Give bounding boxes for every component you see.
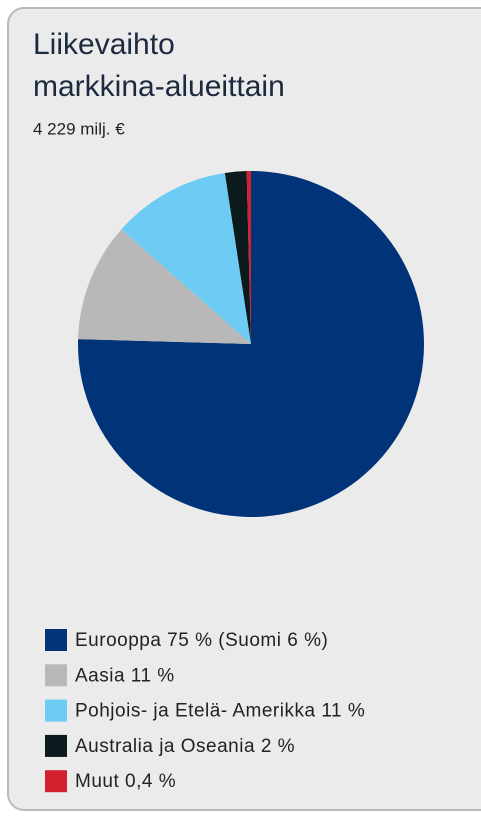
legend-label: Australia ja Oseania 2 % bbox=[75, 736, 295, 757]
legend-label: Pohjois- ja Etelä- Amerikka 11 % bbox=[75, 701, 365, 722]
chart-title: markkina-alueittain bbox=[33, 70, 285, 103]
pie-slice bbox=[246, 171, 251, 344]
legend-swatch bbox=[45, 699, 67, 722]
pie-slice bbox=[78, 229, 252, 344]
legend-swatch bbox=[45, 664, 67, 687]
legend-label: Aasia 11 % bbox=[75, 665, 175, 686]
pie-slice bbox=[121, 172, 251, 344]
legend-label: Muut 0,4 % bbox=[75, 771, 176, 792]
legend-swatch bbox=[45, 629, 67, 651]
pie-slice bbox=[224, 171, 251, 344]
pie-slice bbox=[78, 171, 424, 518]
legend-swatch bbox=[45, 770, 67, 793]
chart-title: Liikevaihto bbox=[33, 28, 175, 61]
legend-label: Eurooppa 75 % (Suomi 6 %) bbox=[75, 630, 328, 651]
chart-subtitle: 4 229 milj. € bbox=[33, 119, 125, 138]
legend-swatch bbox=[45, 734, 67, 757]
